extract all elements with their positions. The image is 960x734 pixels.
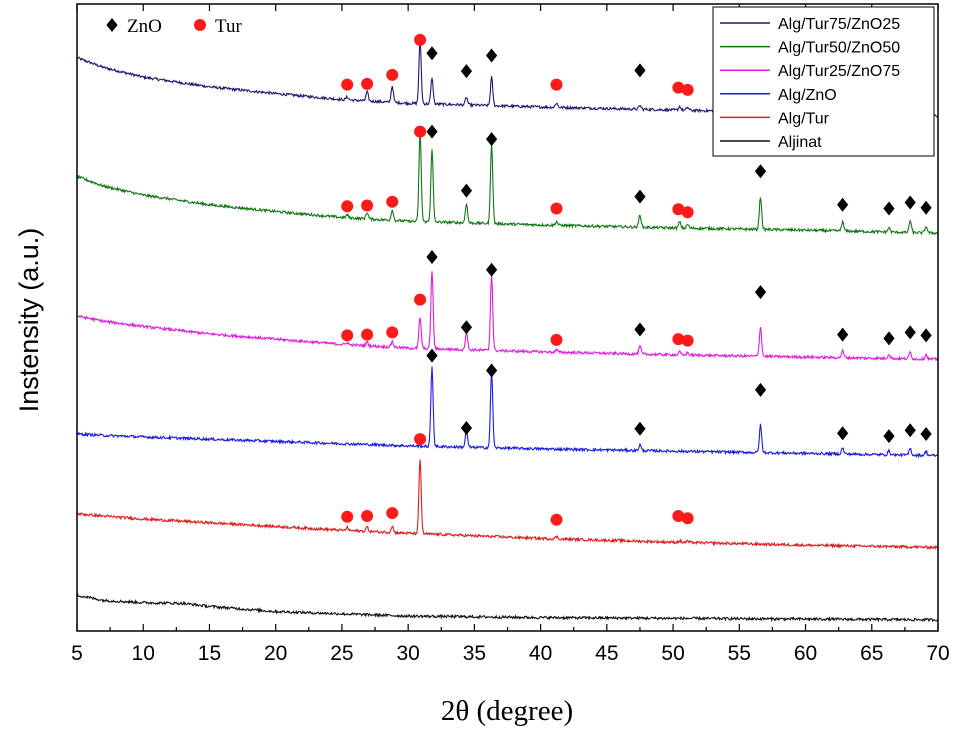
- x-axis-title: 2θ (degree): [441, 695, 573, 727]
- x-tick-label: 30: [396, 642, 419, 665]
- legend-label: Aljinat: [778, 134, 822, 151]
- x-tick-label: 15: [198, 642, 221, 665]
- tur-peak-marker: [414, 433, 426, 445]
- legend-label: Alg/Tur25/ZnO75: [778, 63, 900, 80]
- y-axis-title: Instensity (a.u.): [14, 228, 44, 413]
- marker-legend-label: ZnO: [127, 16, 162, 37]
- zno-peak-marker: [461, 320, 472, 334]
- tur-peak-marker: [341, 79, 353, 91]
- x-tick-label: 35: [463, 642, 486, 665]
- zno-peak-marker: [755, 383, 766, 397]
- tur-peak-marker: [682, 206, 694, 218]
- tur-peak-marker: [551, 334, 563, 346]
- tur-peak-marker: [361, 510, 373, 522]
- x-tick-label: 10: [132, 642, 155, 665]
- tur-peak-marker: [414, 126, 426, 138]
- zno-peak-marker: [755, 164, 766, 178]
- zno-peak-marker: [634, 422, 645, 436]
- tur-peak-marker: [361, 78, 373, 90]
- zno-peak-marker: [634, 190, 645, 204]
- x-tick-label: 20: [264, 642, 287, 665]
- zno-peak-marker: [905, 423, 916, 437]
- zno-peak-marker: [905, 196, 916, 210]
- zno-peak-marker: [837, 198, 848, 212]
- x-tick-label: 70: [926, 642, 949, 665]
- x-tick-label: 55: [728, 642, 751, 665]
- marker-legend: ZnO Tur: [106, 16, 242, 37]
- tur-peak-marker: [386, 507, 398, 519]
- tur-peak-marker: [361, 329, 373, 341]
- tur-peak-marker: [341, 200, 353, 212]
- zno-peak-marker: [486, 263, 497, 277]
- tur-peak-marker: [682, 335, 694, 347]
- zno-peak-marker: [755, 285, 766, 299]
- zno-peak-marker: [883, 429, 894, 443]
- legend-label: Alg/Tur75/ZnO25: [778, 16, 900, 33]
- legend-label: Alg/Tur: [778, 110, 830, 127]
- x-tick-label: 5: [71, 642, 83, 665]
- tur-peak-marker: [341, 329, 353, 341]
- x-tick-label: 45: [595, 642, 618, 665]
- legend-tur-marker: [194, 19, 206, 31]
- zno-peak-marker: [426, 46, 437, 60]
- x-tick-label: 25: [330, 642, 353, 665]
- series-line: [77, 271, 938, 360]
- tur-peak-marker: [341, 511, 353, 523]
- zno-peak-marker: [426, 250, 437, 264]
- tur-peak-marker: [386, 69, 398, 81]
- tur-peak-marker: [361, 200, 373, 212]
- x-tick-label: 65: [860, 642, 883, 665]
- zno-peak-marker: [461, 184, 472, 198]
- tur-peak-marker: [551, 203, 563, 215]
- zno-peak-marker: [486, 49, 497, 63]
- tur-peak-marker: [386, 196, 398, 208]
- zno-peak-marker: [883, 202, 894, 216]
- zno-peak-marker: [486, 363, 497, 377]
- tur-peak-marker: [551, 514, 563, 526]
- tur-peak-marker: [551, 79, 563, 91]
- zno-peak-marker: [905, 325, 916, 339]
- x-tick-label: 50: [661, 642, 684, 665]
- legend-label: Alg/ZnO: [778, 87, 837, 104]
- zno-peak-marker: [920, 328, 931, 342]
- zno-peak-marker: [837, 328, 848, 342]
- zno-peak-marker: [883, 331, 894, 345]
- series-line: [77, 594, 938, 621]
- x-tick-label: 40: [529, 642, 552, 665]
- zno-peak-marker: [920, 201, 931, 215]
- zno-peak-marker: [837, 426, 848, 440]
- series-line: [77, 459, 938, 548]
- series-legend: Alg/Tur75/ZnO25 Alg/Tur50/ZnO50 Alg/Tur25/…: [713, 7, 934, 156]
- zno-peak-marker: [920, 427, 931, 441]
- tur-peak-marker: [682, 84, 694, 96]
- zno-peak-marker: [461, 421, 472, 435]
- tur-peak-marker: [414, 34, 426, 46]
- series-line: [77, 366, 938, 456]
- zno-peak-marker: [634, 63, 645, 77]
- tur-peak-marker: [386, 326, 398, 338]
- x-tick-label: 60: [794, 642, 817, 665]
- x-axis-tick-labels: 5 10 15 20 25 30 35 40 45 50 55 60 65 70: [71, 642, 950, 665]
- zno-peak-marker: [426, 125, 437, 139]
- legend-zno-marker: [106, 18, 117, 32]
- zno-peak-marker: [486, 132, 497, 146]
- tur-peak-marker: [414, 294, 426, 306]
- marker-legend-label: Tur: [215, 16, 242, 37]
- tur-peak-marker: [682, 512, 694, 524]
- zno-peak-marker: [634, 322, 645, 336]
- zno-peak-marker: [461, 64, 472, 78]
- legend-label: Alg/Tur50/ZnO50: [778, 40, 900, 57]
